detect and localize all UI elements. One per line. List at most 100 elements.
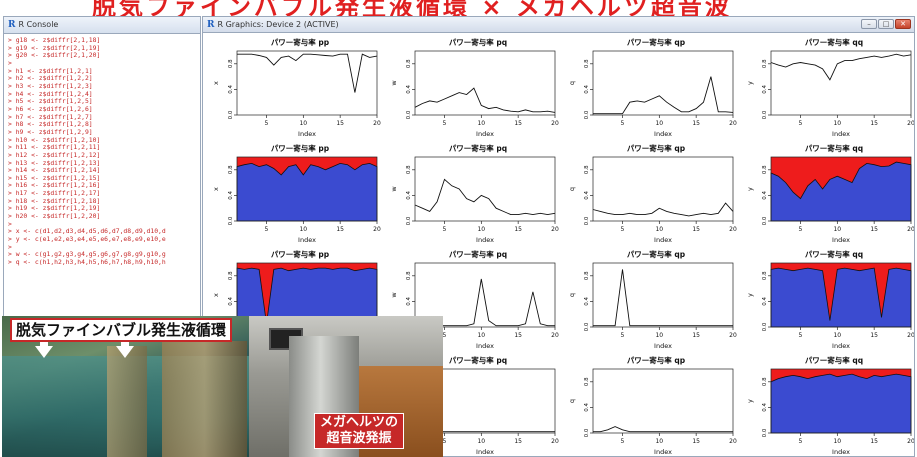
caption-line-2: 超音波発振 bbox=[326, 431, 392, 446]
r-plot: パワー寄与率 qq 5 10 15 20 0.0 0.4 0.8 Index y bbox=[745, 141, 914, 247]
y-tick-label: 0.0 bbox=[762, 110, 768, 119]
y-tick-label: 0.4 bbox=[584, 191, 590, 200]
plot-title: パワー寄与率 qp bbox=[626, 38, 686, 47]
x-tick-label: 20 bbox=[729, 120, 737, 127]
plot-frame bbox=[592, 156, 734, 222]
x-tick-label: 15 bbox=[870, 226, 878, 233]
x-tick-label: 10 bbox=[477, 332, 485, 339]
series-line bbox=[237, 53, 378, 93]
console-line: > h4 <- z$diffr[1,2,4] bbox=[8, 89, 93, 98]
y-axis-label: y bbox=[746, 293, 754, 297]
console-line: > h10 <- z$diffr[1,2,10] bbox=[8, 135, 101, 144]
x-tick-label: 15 bbox=[692, 120, 700, 127]
y-axis-label: y bbox=[746, 399, 754, 403]
y-axis-label: x bbox=[212, 293, 220, 297]
x-tick-label: 10 bbox=[477, 226, 485, 233]
console-line: > h9 <- z$diffr[1,2,9] bbox=[8, 127, 93, 136]
x-tick-label: 10 bbox=[655, 120, 663, 127]
console-line: > g19 <- z$diffr[2,1,19] bbox=[8, 43, 101, 52]
series-line bbox=[593, 269, 733, 327]
title-banner: 脱気ファインバブル発生液循環 × メガヘルツ超音波 bbox=[0, 0, 917, 16]
plot-frame bbox=[770, 156, 912, 222]
plot-title: パワー寄与率 qq bbox=[804, 250, 864, 259]
y-tick-label: 0.4 bbox=[228, 85, 234, 94]
minimize-button[interactable]: – bbox=[861, 19, 877, 29]
x-tick-label: 15 bbox=[514, 120, 522, 127]
y-tick-label: 0.4 bbox=[228, 191, 234, 200]
y-axis-label: w bbox=[390, 292, 398, 298]
console-line: > h7 <- z$diffr[1,2,7] bbox=[8, 112, 93, 121]
x-axis-label: Index bbox=[654, 448, 672, 456]
y-tick-label: 0.4 bbox=[584, 297, 590, 306]
x-tick-label: 15 bbox=[692, 226, 700, 233]
y-axis-label: q bbox=[568, 187, 576, 191]
r-plot: パワー寄与率 qp 5 10 15 20 0.0 0.4 0.8 Index q bbox=[567, 35, 745, 141]
y-tick-label: 0.0 bbox=[228, 110, 234, 119]
area-fill-bottom bbox=[236, 267, 378, 328]
console-output[interactable]: > g18 <- z$diffr[2,1,18] > g19 <- z$diffr… bbox=[4, 34, 200, 270]
x-tick-label: 10 bbox=[833, 226, 841, 233]
y-tick-label: 0.8 bbox=[762, 59, 768, 68]
y-tick-label: 0.0 bbox=[762, 322, 768, 331]
plot-svg: 5 10 15 20 0.0 0.4 0.8 Index x bbox=[212, 156, 381, 244]
x-tick-label: 20 bbox=[551, 332, 559, 339]
x-tick-label: 20 bbox=[729, 226, 737, 233]
console-line: > h19 <- z$diffr[1,2,19] bbox=[8, 204, 101, 213]
x-axis-label: Index bbox=[832, 448, 850, 456]
plot-title: パワー寄与率 qq bbox=[804, 38, 864, 47]
console-line: > h20 <- z$diffr[1,2,20] bbox=[8, 212, 101, 221]
x-tick-label: 15 bbox=[692, 332, 700, 339]
x-tick-label: 15 bbox=[514, 332, 522, 339]
y-tick-label: 0.4 bbox=[762, 297, 768, 306]
console-line: > bbox=[8, 58, 12, 67]
y-tick-label: 0.8 bbox=[584, 271, 590, 280]
close-button[interactable]: ✕ bbox=[895, 19, 911, 29]
console-line: > h15 <- z$diffr[1,2,15] bbox=[8, 173, 101, 182]
x-tick-label: 10 bbox=[477, 120, 485, 127]
r-logo-icon: R bbox=[8, 20, 16, 30]
console-line: > g20 <- z$diffr[2,1,20] bbox=[8, 51, 101, 60]
x-axis-label: Index bbox=[654, 130, 672, 138]
x-axis-label: Index bbox=[476, 236, 494, 244]
x-tick-label: 15 bbox=[870, 332, 878, 339]
r-plot: パワー寄与率 qq 5 10 15 20 0.0 0.4 0.8 Index y bbox=[745, 247, 914, 353]
y-tick-label: 0.4 bbox=[762, 85, 768, 94]
banner-text: 脱気ファインバブル発生液循環 × メガヘルツ超音波 bbox=[92, 0, 732, 16]
x-tick-label: 10 bbox=[655, 332, 663, 339]
plot-svg: 5 10 15 20 0.0 0.4 0.8 Index x bbox=[212, 50, 381, 138]
plot-svg: 5 10 15 20 0.0 0.4 0.8 Index q bbox=[568, 156, 737, 244]
maximize-button[interactable]: □ bbox=[878, 19, 894, 29]
plot-frame bbox=[236, 50, 378, 116]
plot-svg: 5 10 15 20 0.0 0.4 0.8 Index q bbox=[568, 50, 737, 138]
plot-frame bbox=[592, 368, 734, 434]
area-fill-bottom bbox=[770, 267, 912, 328]
console-line: > bbox=[8, 219, 12, 228]
x-tick-label: 15 bbox=[870, 438, 878, 445]
plot-svg: 5 10 15 20 0.0 0.4 0.8 Index y bbox=[746, 50, 914, 138]
x-tick-label: 15 bbox=[870, 120, 878, 127]
y-axis-label: w bbox=[390, 80, 398, 86]
x-tick-label: 10 bbox=[299, 120, 307, 127]
caption-ultrasonic: メガヘルツの 超音波発振 bbox=[314, 413, 405, 449]
plot-frame bbox=[770, 50, 912, 116]
series-line bbox=[593, 76, 734, 115]
plot-title: パワー寄与率 qq bbox=[804, 144, 864, 153]
x-tick-label: 15 bbox=[514, 226, 522, 233]
plot-frame bbox=[592, 50, 734, 116]
x-tick-label: 15 bbox=[336, 226, 344, 233]
x-axis-label: Index bbox=[832, 130, 850, 138]
y-tick-label: 0.0 bbox=[584, 216, 590, 225]
x-tick-label: 20 bbox=[551, 120, 559, 127]
x-tick-label: 20 bbox=[729, 332, 737, 339]
plot-title: パワー寄与率 qq bbox=[804, 356, 864, 365]
arrow-down-icon bbox=[116, 346, 134, 358]
plot-title: パワー寄与率 qp bbox=[626, 250, 686, 259]
console-line: > h14 <- z$diffr[1,2,14] bbox=[8, 166, 101, 175]
console-line: > y <- c(e1,e2,e3,e4,e5,e6,e7,e8,e9,e10,… bbox=[8, 235, 166, 244]
y-tick-label: 0.0 bbox=[584, 322, 590, 331]
series-line bbox=[770, 53, 912, 81]
